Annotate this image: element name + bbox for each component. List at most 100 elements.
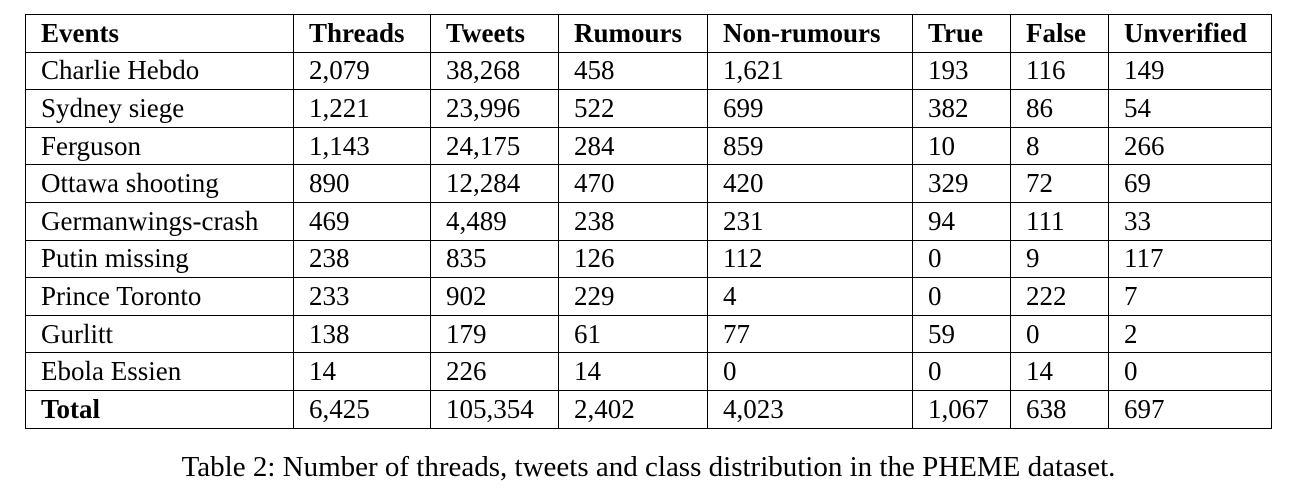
cell-unverified: 54	[1108, 89, 1272, 128]
cell-unverified: 2	[1108, 314, 1272, 354]
header-events: Events	[25, 14, 294, 53]
cell-non-rumours: 231	[707, 201, 913, 241]
cell-non-rumours: 1,621	[707, 51, 913, 91]
cell-tweets: 226	[430, 352, 559, 391]
cell-rumours: 229	[558, 277, 708, 316]
cell-non-rumours: 4,023	[707, 389, 913, 429]
cell-threads: 6,425	[293, 389, 431, 429]
cell-tweets: 38,268	[430, 51, 559, 91]
cell-false: 116	[1010, 51, 1109, 91]
table-row: Germanwings-crash 469 4,489 238 231 94 111 33	[25, 201, 1272, 241]
cell-true: 193	[912, 51, 1011, 91]
cell-threads: 2,079	[293, 51, 431, 91]
cell-event-name: Ferguson	[25, 126, 294, 166]
cell-tweets: 835	[430, 239, 559, 279]
cell-true: 0	[912, 239, 1011, 279]
table-row: Gurlitt 138 179 61 77 59 0 2	[25, 314, 1272, 354]
cell-rumours: 458	[558, 51, 708, 91]
cell-event-name: Gurlitt	[25, 314, 294, 354]
cell-false: 86	[1010, 89, 1109, 128]
cell-unverified: 7	[1108, 277, 1272, 316]
cell-threads: 1,221	[293, 89, 431, 128]
cell-false: 72	[1010, 164, 1109, 203]
header-non-rumours: Non-rumours	[707, 14, 913, 53]
cell-false: 0	[1010, 314, 1109, 354]
cell-threads: 14	[293, 352, 431, 391]
table-caption: Table 2: Number of threads, tweets and c…	[181, 451, 1116, 483]
cell-false: 14	[1010, 352, 1109, 391]
cell-true: 382	[912, 89, 1011, 128]
cell-false: 9	[1010, 239, 1109, 279]
cell-true: 329	[912, 164, 1011, 203]
table-body: Charlie Hebdo 2,079 38,268 458 1,621 193 116 14…	[25, 51, 1272, 429]
cell-false: 638	[1010, 389, 1109, 429]
cell-rumours: 238	[558, 201, 708, 241]
cell-rumours: 61	[558, 314, 708, 354]
cell-false: 222	[1010, 277, 1109, 316]
cell-true: 94	[912, 201, 1011, 241]
cell-non-rumours: 0	[707, 352, 913, 391]
cell-false: 111	[1010, 201, 1109, 241]
cell-rumours: 2,402	[558, 389, 708, 429]
cell-non-rumours: 420	[707, 164, 913, 203]
cell-event-name: Charlie Hebdo	[25, 51, 294, 91]
cell-rumours: 522	[558, 89, 708, 128]
cell-unverified: 149	[1108, 51, 1272, 91]
table-row: Ferguson 1,143 24,175 284 859 10 8 266	[25, 126, 1272, 166]
cell-rumours: 470	[558, 164, 708, 203]
cell-unverified: 117	[1108, 239, 1272, 279]
cell-non-rumours: 699	[707, 89, 913, 128]
cell-non-rumours: 4	[707, 277, 913, 316]
cell-threads: 1,143	[293, 126, 431, 166]
cell-rumours: 14	[558, 352, 708, 391]
pheme-dataset-table: Events Threads Tweets Rumours Non-rumour…	[25, 14, 1272, 429]
table-total-row: Total 6,425 105,354 2,402 4,023 1,067 638 697	[25, 389, 1272, 429]
cell-unverified: 69	[1108, 164, 1272, 203]
cell-threads: 238	[293, 239, 431, 279]
cell-unverified: 0	[1108, 352, 1272, 391]
cell-tweets: 4,489	[430, 201, 559, 241]
cell-tweets: 179	[430, 314, 559, 354]
cell-true: 1,067	[912, 389, 1011, 429]
cell-event-name: Putin missing	[25, 239, 294, 279]
cell-rumours: 126	[558, 239, 708, 279]
cell-threads: 469	[293, 201, 431, 241]
cell-non-rumours: 859	[707, 126, 913, 166]
cell-event-name: Total	[25, 389, 294, 429]
table-row: Ebola Essien 14 226 14 0 0 14 0	[25, 352, 1272, 391]
cell-event-name: Ottawa shooting	[25, 164, 294, 203]
cell-non-rumours: 112	[707, 239, 913, 279]
table-header-row: Events Threads Tweets Rumours Non-rumour…	[25, 14, 1272, 53]
cell-non-rumours: 77	[707, 314, 913, 354]
cell-unverified: 33	[1108, 201, 1272, 241]
table-row: Putin missing 238 835 126 112 0 9 117	[25, 239, 1272, 279]
cell-tweets: 12,284	[430, 164, 559, 203]
cell-tweets: 105,354	[430, 389, 559, 429]
header-false: False	[1010, 14, 1109, 53]
cell-event-name: Prince Toronto	[25, 277, 294, 316]
cell-tweets: 24,175	[430, 126, 559, 166]
table-row: Ottawa shooting 890 12,284 470 420 329 72 69	[25, 164, 1272, 203]
cell-tweets: 902	[430, 277, 559, 316]
cell-threads: 233	[293, 277, 431, 316]
cell-true: 0	[912, 352, 1011, 391]
cell-false: 8	[1010, 126, 1109, 166]
cell-event-name: Germanwings-crash	[25, 201, 294, 241]
header-rumours: Rumours	[558, 14, 708, 53]
cell-unverified: 266	[1108, 126, 1272, 166]
table-row: Prince Toronto 233 902 229 4 0 222 7	[25, 277, 1272, 316]
cell-tweets: 23,996	[430, 89, 559, 128]
cell-threads: 890	[293, 164, 431, 203]
cell-true: 0	[912, 277, 1011, 316]
header-threads: Threads	[293, 14, 431, 53]
header-true: True	[912, 14, 1011, 53]
cell-threads: 138	[293, 314, 431, 354]
cell-event-name: Sydney siege	[25, 89, 294, 128]
header-tweets: Tweets	[430, 14, 559, 53]
cell-true: 59	[912, 314, 1011, 354]
cell-unverified: 697	[1108, 389, 1272, 429]
cell-true: 10	[912, 126, 1011, 166]
cell-rumours: 284	[558, 126, 708, 166]
table-row: Sydney siege 1,221 23,996 522 699 382 86 54	[25, 89, 1272, 128]
table-row: Charlie Hebdo 2,079 38,268 458 1,621 193 116 14…	[25, 51, 1272, 91]
